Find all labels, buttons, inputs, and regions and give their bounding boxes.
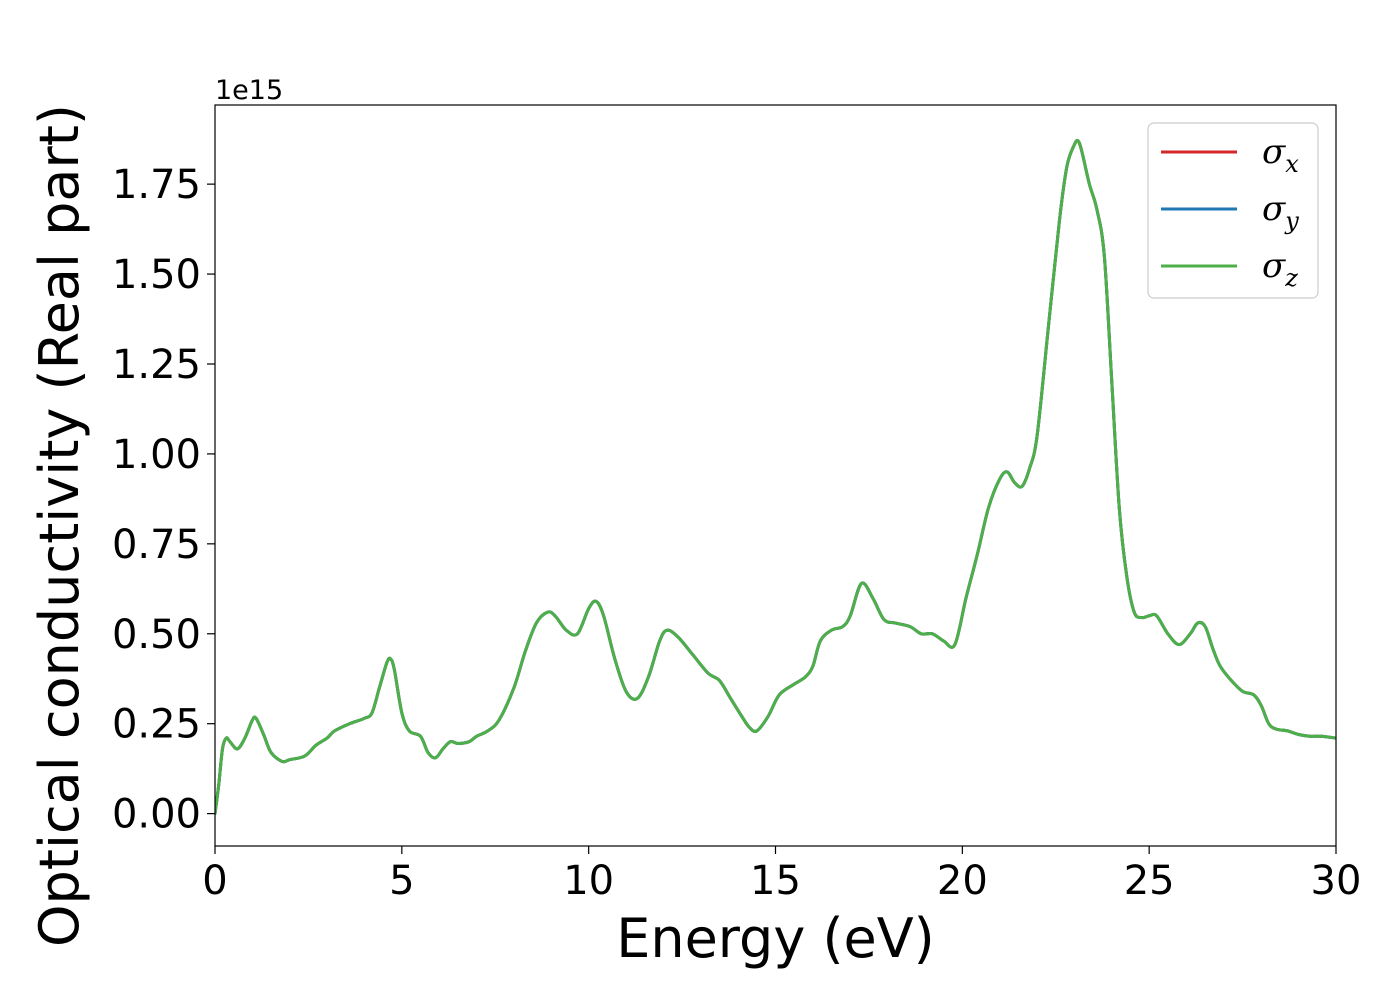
legend-label-y: σy [1262, 189, 1299, 235]
y-tick-label: 0.25 [112, 702, 201, 748]
x-tick-label: 20 [937, 858, 988, 904]
legend-label-x: σx [1262, 132, 1299, 178]
y-tick-label: 1.50 [112, 252, 201, 298]
y-tick-label: 1.75 [112, 162, 201, 208]
x-tick-label: 25 [1124, 858, 1175, 904]
x-axis-ticks: 0 5 10 15 20 25 30 [202, 846, 1361, 904]
y-tick-label: 1.25 [112, 342, 201, 388]
x-tick-label: 0 [202, 858, 227, 904]
plot-frame [214, 104, 1337, 847]
series-line-z [215, 138, 1336, 816]
x-axis-label: Energy (eV) [616, 907, 935, 970]
y-axis-offset-label: 1e15 [215, 75, 283, 106]
y-tick-label: 1.00 [112, 432, 201, 478]
y-axis-ticks: 0.00 0.25 0.50 0.75 1.00 1.25 1.50 1.75 [112, 162, 215, 838]
y-tick-label: 0.75 [112, 522, 201, 568]
x-tick-label: 15 [750, 858, 801, 904]
y-tick-label: 0.00 [112, 792, 201, 838]
legend-label-z: σz [1262, 246, 1298, 292]
y-axis-label: Optical conductivity (Real part) [28, 104, 91, 947]
x-tick-label: 30 [1311, 858, 1362, 904]
plot-lines [215, 138, 1336, 816]
y-tick-label: 0.50 [112, 612, 201, 658]
x-tick-label: 5 [389, 858, 414, 904]
x-tick-label: 10 [563, 858, 614, 904]
legend: σx σy σz [1147, 122, 1319, 299]
